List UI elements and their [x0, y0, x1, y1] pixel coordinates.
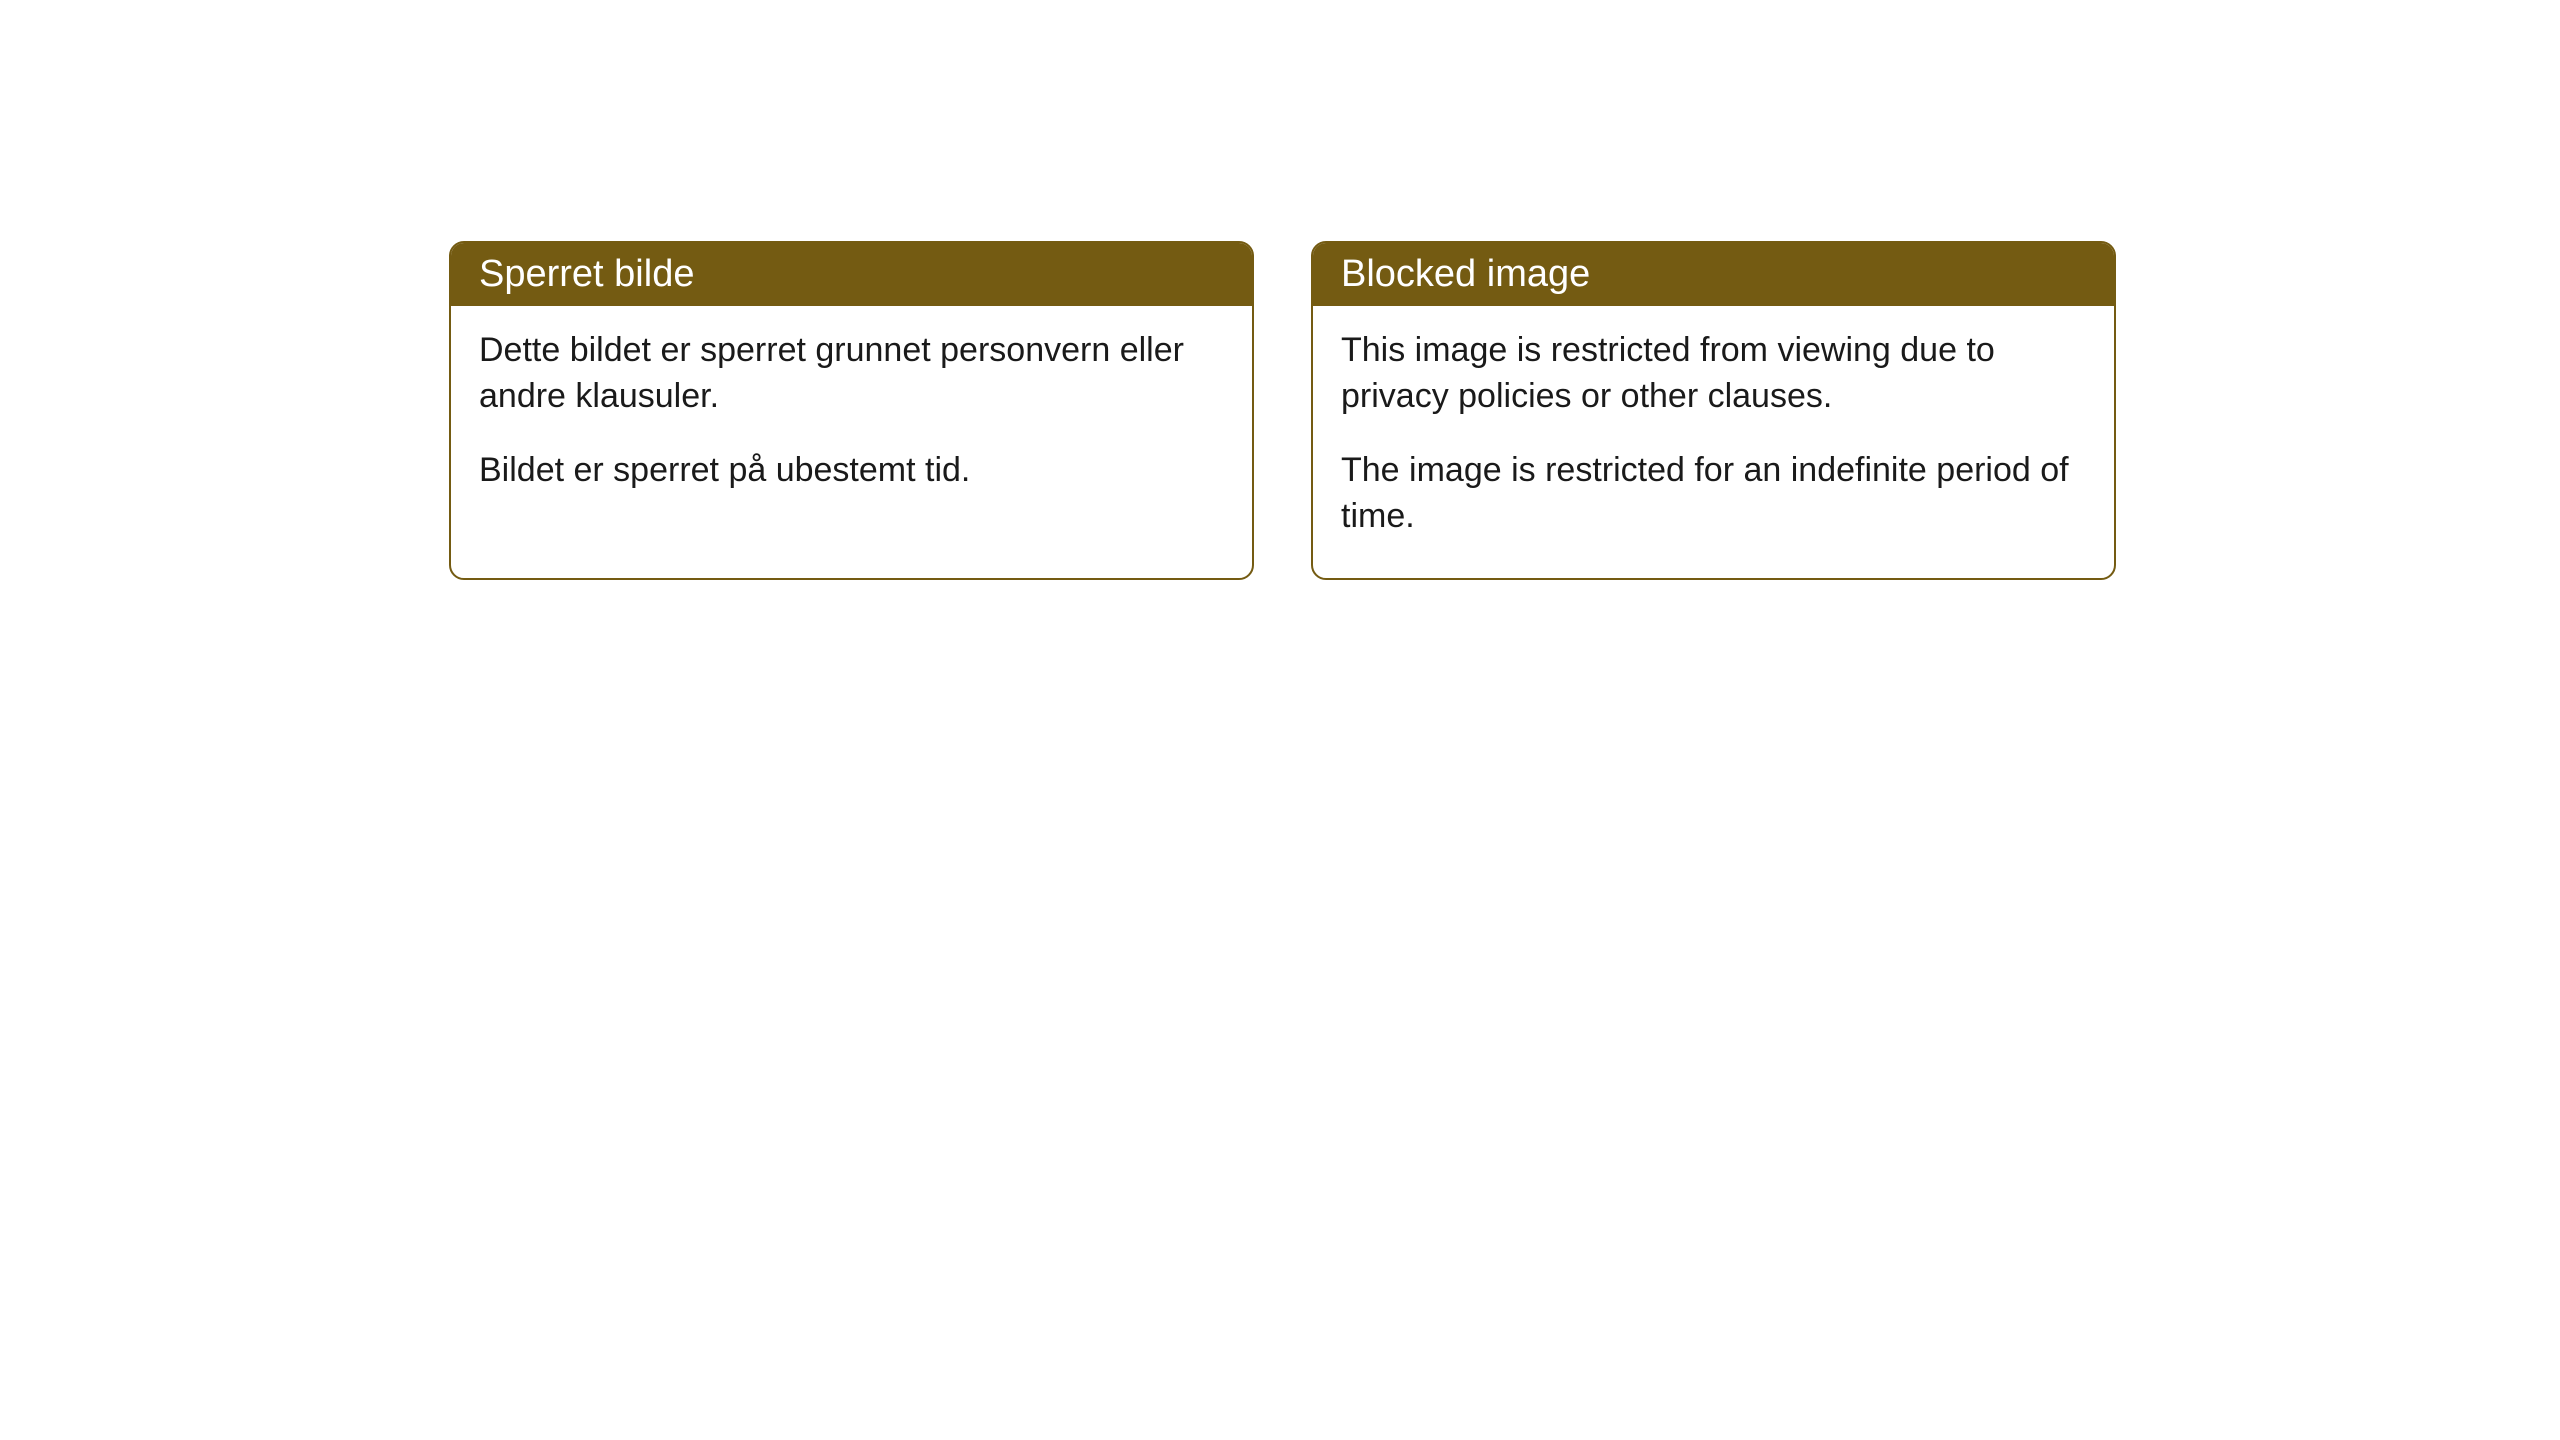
card-title: Sperret bilde [479, 253, 694, 295]
card-paragraph: Bildet er sperret på ubestemt tid. [479, 448, 1224, 494]
notice-card-english: Blocked image This image is restricted f… [1311, 241, 2116, 580]
card-body: This image is restricted from viewing du… [1313, 306, 2114, 578]
card-header: Blocked image [1313, 243, 2114, 306]
card-header: Sperret bilde [451, 243, 1252, 306]
notice-cards-container: Sperret bilde Dette bildet er sperret gr… [449, 241, 2116, 580]
card-body: Dette bildet er sperret grunnet personve… [451, 306, 1252, 532]
card-paragraph: This image is restricted from viewing du… [1341, 328, 2086, 420]
card-paragraph: Dette bildet er sperret grunnet personve… [479, 328, 1224, 420]
notice-card-norwegian: Sperret bilde Dette bildet er sperret gr… [449, 241, 1254, 580]
card-title: Blocked image [1341, 253, 1590, 295]
card-paragraph: The image is restricted for an indefinit… [1341, 448, 2086, 540]
